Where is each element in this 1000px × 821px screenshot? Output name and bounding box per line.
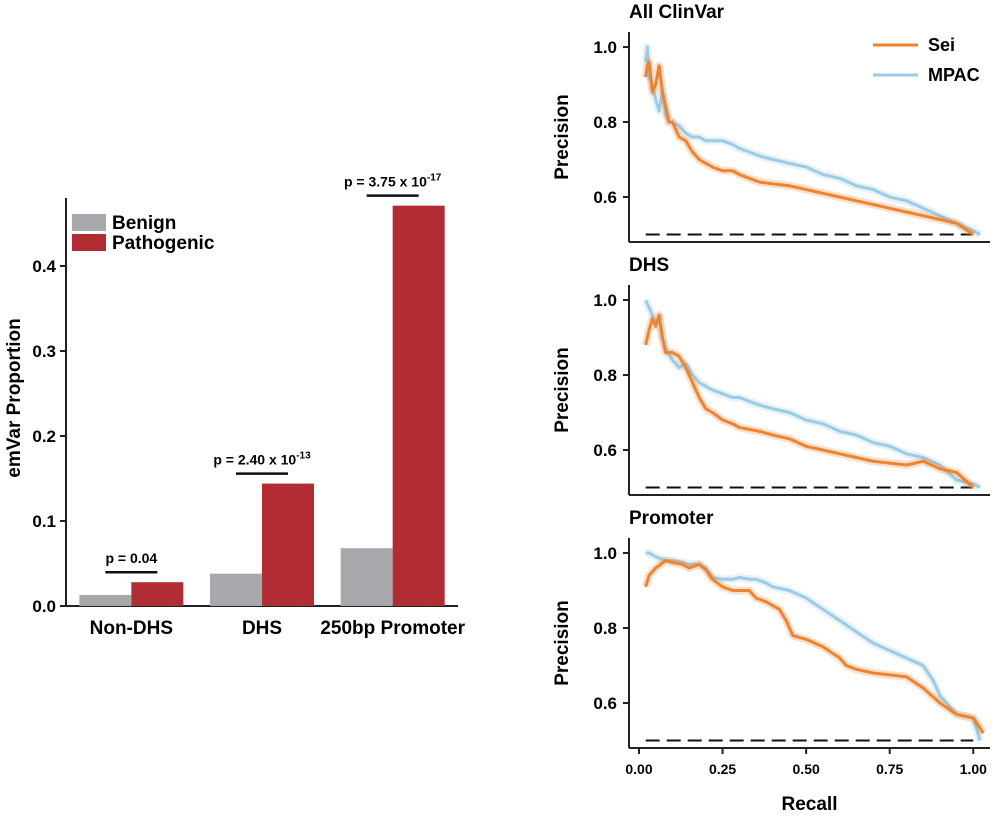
pr-y-tick-label: 0.6 [593,441,617,460]
bar-benign-2 [340,548,393,606]
legend-swatch-pathogenic [72,234,106,251]
bar-y-tick-label: 0.2 [32,427,56,446]
bar-y-tick-label: 0.0 [32,597,56,616]
pr-y-tick-label: 1.0 [593,291,617,310]
bar-y-tick-label: 0.4 [32,257,56,276]
pr-x-tick-label: 0.50 [793,761,820,777]
legend-label-benign: Benign [112,213,176,234]
bar-category-label: 250bp Promoter [320,618,465,639]
pr-x-tick-label: 0.75 [876,761,903,777]
pr-y-axis-label: Precision [552,600,573,686]
p-value-label: p = 2.40 x 10-13 [213,451,311,468]
pr-y-tick-label: 0.8 [593,619,617,638]
pr-y-tick-label: 0.8 [593,366,617,385]
bar-category-label: DHS [242,618,282,639]
bar-pathogenic-0 [131,582,184,606]
bar-benign-1 [210,573,262,606]
pr-y-tick-label: 0.6 [593,188,617,207]
bar-benign-0 [79,594,132,606]
pr-x-axis-label: Recall [782,794,838,815]
p-value-label: p = 0.04 [105,550,157,566]
pr-y-tick-label: 1.0 [593,38,617,57]
p-value-label: p = 3.75 x 10-17 [344,173,442,190]
pr-line-sei [644,313,975,489]
pr-y-tick-label: 1.0 [593,544,617,563]
legend-label-sei: Sei [928,35,955,55]
pr-y-tick-label: 0.8 [593,113,617,132]
pr-y-tick-label: 0.6 [593,694,617,713]
pr-y-axis-label: Precision [552,347,573,433]
panel-title: Promoter [629,508,714,529]
pr-line-mpac [645,551,982,741]
pr-panel-pr-allclinvar: All ClinVar 0.6 0.8 1.0 Precision Sei MPAC [552,2,990,243]
pr-line-mpac [644,45,981,236]
pr-panel-pr-promoter: Promoter 0.6 0.8 1.0 Precision 0.00 0.25 0.50 0.… [552,508,990,815]
panel-title: All ClinVar [629,2,725,23]
pr-x-tick-label: 0.00 [625,761,652,777]
bar-y-tick-label: 0.1 [32,512,56,531]
bar-category-label: Non-DHS [90,618,173,639]
pr-x-tick-label: 1.00 [960,761,987,777]
legend-swatch-benign [72,214,106,231]
pr-band-sei [641,556,987,736]
bar-pathogenic-1 [262,483,314,606]
bar-pathogenic-2 [392,205,445,606]
pr-line-sei [644,559,985,734]
bar-chart: 0.0 0.1 0.2 0.3 0.4 emVar Proportion Non-DHS p … [4,173,466,639]
bar-y-tick-label: 0.3 [32,342,56,361]
bar-y-axis-label: emVar Proportion [4,318,25,477]
pr-line-sei [644,60,975,236]
legend-label-mpac: MPAC [928,65,980,85]
legend-label-pathogenic: Pathogenic [112,233,215,254]
pr-y-axis-label: Precision [552,94,573,180]
pr-x-tick-label: 0.25 [709,761,736,777]
panel-title: DHS [629,255,669,276]
pr-band-mpac [645,549,984,742]
pr-panel-pr-dhs: DHS 0.6 0.8 1.0 Precision [552,255,990,496]
